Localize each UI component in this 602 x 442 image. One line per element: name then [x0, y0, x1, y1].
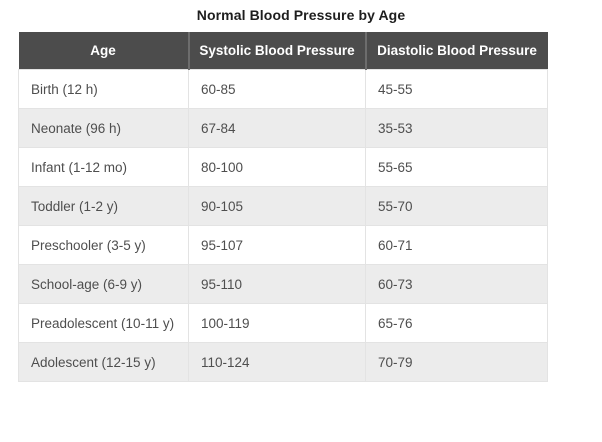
age-cell: Infant (1-12 mo) — [18, 147, 189, 187]
diastolic-cell: 65-76 — [365, 303, 548, 343]
diastolic-cell: 55-65 — [365, 147, 548, 187]
systolic-cell: 67-84 — [188, 108, 366, 148]
systolic-cell: 95-107 — [188, 225, 366, 265]
header-age: Age — [18, 32, 189, 70]
age-cell: School-age (6-9 y) — [18, 264, 189, 304]
age-cell: Preschooler (3-5 y) — [18, 225, 189, 265]
table-row: Neonate (96 h) 67-84 35-53 — [18, 108, 548, 148]
systolic-cell: 110-124 — [188, 342, 366, 382]
table-row: Preadolescent (10-11 y) 100-119 65-76 — [18, 303, 548, 343]
diastolic-cell: 60-71 — [365, 225, 548, 265]
systolic-cell: 60-85 — [188, 69, 366, 109]
table-row: Adolescent (12-15 y) 110-124 70-79 — [18, 342, 548, 382]
table-row: Toddler (1-2 y) 90-105 55-70 — [18, 186, 548, 226]
blood-pressure-table: Age Systolic Blood Pressure Diastolic Bl… — [18, 32, 548, 382]
page-title: Normal Blood Pressure by Age — [196, 7, 406, 23]
systolic-cell: 90-105 — [188, 186, 366, 226]
table-row: School-age (6-9 y) 95-110 60-73 — [18, 264, 548, 304]
diastolic-cell: 55-70 — [365, 186, 548, 226]
age-cell: Adolescent (12-15 y) — [18, 342, 189, 382]
diastolic-cell: 60-73 — [365, 264, 548, 304]
systolic-cell: 95-110 — [188, 264, 366, 304]
table-row: Infant (1-12 mo) 80-100 55-65 — [18, 147, 548, 187]
header-systolic: Systolic Blood Pressure — [187, 32, 366, 70]
diastolic-cell: 45-55 — [365, 69, 548, 109]
table-row: Preschooler (3-5 y) 95-107 60-71 — [18, 225, 548, 265]
header-row: Age Systolic Blood Pressure Diastolic Bl… — [18, 32, 548, 70]
age-cell: Birth (12 h) — [18, 69, 189, 109]
diastolic-cell: 70-79 — [365, 342, 548, 382]
header-diastolic: Diastolic Blood Pressure — [364, 32, 548, 70]
systolic-cell: 100-119 — [188, 303, 366, 343]
systolic-cell: 80-100 — [188, 147, 366, 187]
age-cell: Preadolescent (10-11 y) — [18, 303, 189, 343]
diastolic-cell: 35-53 — [365, 108, 548, 148]
age-cell: Toddler (1-2 y) — [18, 186, 189, 226]
table-row: Birth (12 h) 60-85 45-55 — [18, 69, 548, 109]
age-cell: Neonate (96 h) — [18, 108, 189, 148]
